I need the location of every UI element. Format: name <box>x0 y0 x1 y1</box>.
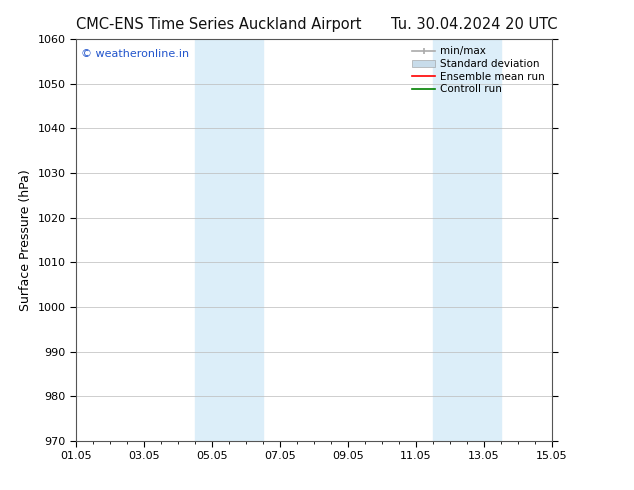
Text: © weatheronline.in: © weatheronline.in <box>81 49 189 59</box>
Y-axis label: Surface Pressure (hPa): Surface Pressure (hPa) <box>19 169 32 311</box>
Bar <box>432 39 501 441</box>
Text: CMC-ENS Time Series Auckland Airport: CMC-ENS Time Series Auckland Airport <box>76 17 361 32</box>
Bar <box>195 39 263 441</box>
Legend: min/max, Standard deviation, Ensemble mean run, Controll run: min/max, Standard deviation, Ensemble me… <box>410 45 547 97</box>
Text: Tu. 30.04.2024 20 UTC: Tu. 30.04.2024 20 UTC <box>391 17 558 32</box>
